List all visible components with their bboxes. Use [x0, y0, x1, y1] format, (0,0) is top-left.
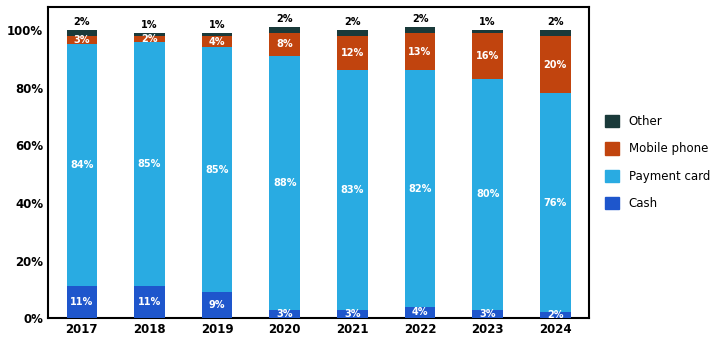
Text: 84%: 84% — [70, 161, 93, 170]
Bar — [66, 30, 97, 36]
Bar — [472, 33, 503, 79]
Bar — [66, 36, 97, 44]
Bar — [269, 56, 300, 309]
Text: 2%: 2% — [74, 17, 90, 27]
Text: 13%: 13% — [409, 47, 432, 57]
Bar — [134, 286, 165, 318]
Bar — [134, 36, 165, 42]
Text: 80%: 80% — [476, 189, 500, 199]
Bar — [540, 30, 570, 36]
Bar — [337, 70, 367, 309]
Bar — [405, 27, 435, 33]
Text: 4%: 4% — [412, 307, 428, 317]
Text: 3%: 3% — [479, 309, 496, 319]
Text: 85%: 85% — [205, 165, 229, 175]
Bar — [472, 309, 503, 318]
Text: 2%: 2% — [547, 17, 564, 27]
Bar — [405, 33, 435, 70]
Bar — [202, 33, 232, 36]
Bar — [269, 309, 300, 318]
Text: 16%: 16% — [476, 51, 500, 61]
Text: 85%: 85% — [138, 159, 161, 169]
Bar — [472, 30, 503, 33]
Bar — [134, 33, 165, 36]
Text: 3%: 3% — [277, 309, 293, 319]
Bar — [66, 286, 97, 318]
Text: 1%: 1% — [209, 20, 225, 30]
Text: 2%: 2% — [277, 14, 293, 24]
Text: 2%: 2% — [547, 310, 564, 320]
Bar — [202, 292, 232, 318]
Text: 88%: 88% — [273, 178, 297, 188]
Text: 11%: 11% — [70, 297, 93, 307]
Bar — [66, 44, 97, 286]
Bar — [472, 79, 503, 309]
Text: 1%: 1% — [142, 20, 157, 30]
Text: 83%: 83% — [341, 185, 364, 195]
Bar — [202, 36, 232, 47]
Text: 9%: 9% — [209, 300, 225, 310]
Text: 82%: 82% — [409, 184, 432, 193]
Text: 3%: 3% — [344, 309, 360, 319]
Bar — [202, 47, 232, 292]
Text: 76%: 76% — [544, 198, 567, 208]
Bar — [337, 30, 367, 36]
Bar — [540, 312, 570, 318]
Text: 3%: 3% — [74, 35, 90, 45]
Text: 1%: 1% — [479, 17, 496, 27]
Text: 2%: 2% — [344, 17, 360, 27]
Bar — [269, 33, 300, 56]
Text: 11%: 11% — [138, 297, 161, 307]
Bar — [134, 42, 165, 286]
Text: 12%: 12% — [341, 48, 364, 58]
Bar — [405, 70, 435, 307]
Text: 2%: 2% — [412, 14, 428, 24]
Legend: Other, Mobile phone, Payment card, Cash: Other, Mobile phone, Payment card, Cash — [601, 110, 715, 215]
Text: 4%: 4% — [209, 36, 225, 47]
Bar — [337, 36, 367, 70]
Text: 20%: 20% — [544, 60, 567, 70]
Bar — [540, 93, 570, 312]
Text: 2%: 2% — [142, 34, 157, 44]
Text: 8%: 8% — [277, 39, 293, 49]
Bar — [405, 307, 435, 318]
Bar — [269, 27, 300, 33]
Bar — [337, 309, 367, 318]
Bar — [540, 36, 570, 93]
